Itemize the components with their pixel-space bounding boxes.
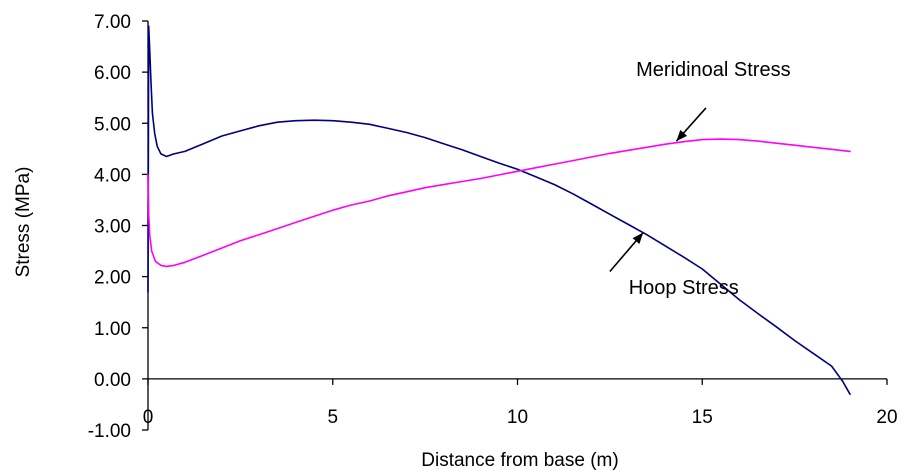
x-ticks: 0 5 10 15 20: [143, 378, 898, 428]
annotation-layer: Meridinoal Stress Hoop Stress: [609, 59, 791, 299]
x-axis-title: Distance from base (m): [421, 450, 618, 471]
y-axis-title: Stress (MPa): [13, 167, 34, 278]
annotation-arrowhead: [676, 129, 688, 142]
y-tick-label: 2.00: [94, 268, 131, 289]
y-tick-label: 1.00: [94, 319, 131, 340]
x-tick-label: 10: [507, 407, 528, 428]
meridional-stress-annotation: Meridinoal Stress: [636, 59, 791, 81]
y-tick-label: 5.00: [94, 114, 131, 135]
y-tick-label: 0.00: [94, 370, 131, 391]
y-tick-label: 4.00: [94, 165, 131, 186]
x-tick-label: 20: [876, 407, 897, 428]
y-tick-label: 7.00: [94, 12, 131, 33]
hoop-stress-line: [147, 25, 851, 395]
x-tick-label: 0: [143, 407, 154, 428]
axes: [147, 21, 887, 430]
y-tick-label: 6.00: [94, 63, 131, 84]
hoop-stress-annotation: Hoop Stress: [629, 277, 739, 299]
series-layer: [147, 25, 851, 395]
annotation-arrowhead: [632, 232, 644, 244]
x-tick-label: 15: [692, 407, 713, 428]
y-ticks: -1.00 0.00 1.00 2.00 3.00 4.00 5.00 6.00 7.00: [88, 12, 148, 442]
y-tick-label: -1.00: [88, 421, 131, 442]
meridional-stress-line: [147, 138, 851, 268]
y-tick-label: 3.00: [94, 217, 131, 238]
x-tick-label: 5: [327, 407, 338, 428]
